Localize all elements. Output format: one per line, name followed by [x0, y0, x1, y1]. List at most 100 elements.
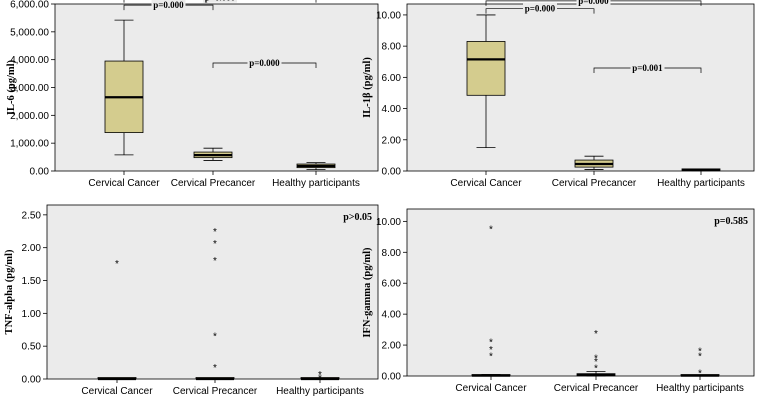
outlier-marker: *	[318, 373, 322, 384]
x-tick-label: Healthy participants	[272, 178, 360, 189]
bracket-label-bg	[203, 0, 237, 3]
outlier-marker: *	[698, 351, 702, 362]
box-2: *****	[195, 227, 235, 381]
outlier-marker: *	[489, 345, 493, 356]
chart-panel-4: 0.00 2.00 4.00 6.00 8.00 10.00 IFN-gamma (pg/m…	[362, 208, 755, 394]
box-1: *	[97, 259, 137, 381]
bracket-label-bg	[576, 0, 611, 6]
box-2	[574, 155, 614, 170]
outlier-marker: *	[213, 227, 217, 238]
box-2: ****	[576, 329, 616, 377]
y-axis-label: IL-1β (pg/ml)	[362, 57, 373, 118]
y-tick-label: 8.00	[382, 42, 402, 53]
p-value-label: p=0.000	[153, 0, 184, 10]
chart-panel-1: 0.00 1,000.00 2,000.00 3,000.00 4,000.00 5,00…	[6, 0, 379, 189]
y-tick-label: 1,000.00	[10, 139, 49, 150]
significance-bracket: p=0.000	[485, 2, 595, 14]
x-tick-label: Cervical Cancer	[81, 386, 153, 397]
outlier-marker: *	[489, 337, 493, 348]
plot-area	[46, 204, 379, 380]
y-tick-label: 0.00	[382, 372, 402, 383]
y-tick-label: 10.00	[376, 217, 401, 228]
x-tick-label: Cervical Cancer	[455, 383, 527, 394]
y-tick-label: 4.00	[382, 310, 402, 321]
outlier-marker: *	[698, 347, 702, 358]
y-tick-label: 2.00	[22, 243, 42, 254]
x-tick-label: Cervical Cancer	[88, 178, 160, 189]
x-tick-label: Cervical Cancer	[450, 178, 522, 189]
p-value-label: p=0.000	[249, 58, 280, 68]
box-2	[193, 147, 233, 161]
y-axis-label: IL-6 (pg/ml)	[6, 59, 17, 115]
outlier-marker: *	[213, 331, 217, 342]
x-tick-label: Healthy participants	[276, 386, 364, 397]
y-tick-label: 6,000.00	[10, 0, 49, 11]
box-3: **	[300, 370, 340, 384]
outlier-marker: *	[594, 329, 598, 340]
outlier-marker: *	[489, 351, 493, 362]
outlier-marker: *	[594, 364, 598, 375]
x-tick-label: Healthy participants	[657, 178, 745, 189]
x-tick-label: Healthy participants	[656, 383, 744, 394]
y-tick-label: 6.00	[382, 73, 402, 84]
outlier-marker: *	[213, 256, 217, 267]
p-value-corner: p=0.585	[714, 216, 748, 227]
plot-area	[406, 3, 755, 172]
significance-bracket: p=0.000	[123, 0, 214, 11]
x-tick-label: Cervical Precancer	[171, 178, 256, 189]
outlier-marker: *	[318, 370, 322, 381]
outlier-marker: *	[594, 357, 598, 368]
p-value-label: p=0.000	[578, 0, 609, 6]
y-tick-label: 6.00	[382, 279, 402, 290]
outlier-marker: *	[489, 225, 493, 236]
box-3	[681, 168, 721, 172]
box-iqr	[466, 41, 506, 96]
x-tick-label: Cervical Precancer	[554, 383, 639, 394]
significance-bracket: p=0.000	[485, 0, 702, 6]
y-tick-label: 1.00	[22, 309, 42, 320]
box-1	[466, 14, 506, 148]
y-tick-label: 4.00	[382, 104, 402, 115]
outlier-marker: *	[594, 354, 598, 365]
outlier-marker: *	[213, 363, 217, 374]
outlier-marker: *	[213, 239, 217, 250]
p-value-corner: p>0.05	[343, 212, 372, 223]
significance-bracket: p=0.000	[212, 57, 317, 69]
significance-bracket: p=0.001	[593, 61, 702, 73]
y-tick-label: 3,000.00	[10, 83, 49, 94]
y-tick-label: 8.00	[382, 248, 402, 259]
box-1: ****	[471, 225, 511, 377]
y-axis-label: IFN-gamma (pg/ml)	[362, 247, 373, 338]
y-tick-label: 4,000.00	[10, 55, 49, 66]
outlier-marker: *	[115, 259, 119, 270]
y-tick-label: 0.00	[382, 167, 402, 178]
y-tick-label: 1.50	[22, 276, 42, 287]
y-tick-label: 5,000.00	[10, 27, 49, 38]
chart-panel-2: 0.00 2.00 4.00 6.00 8.00 10.00 IL-1β (pg/ml) Ce…	[362, 0, 755, 189]
y-tick-label: 0.50	[22, 342, 42, 353]
y-axis-label: TNF-alpha (pg/ml)	[4, 249, 15, 334]
bracket-line	[123, 0, 317, 3]
p-value-label: p=0.000	[525, 4, 556, 14]
y-tick-label: 2.00	[382, 341, 402, 352]
y-tick-label: 0.00	[30, 167, 50, 178]
y-tick-label: 10.00	[376, 10, 401, 21]
y-tick-label: 2,000.00	[10, 111, 49, 122]
p-value-label: p=0.000	[205, 0, 236, 3]
bracket-label-bg	[523, 2, 557, 14]
box-3	[296, 162, 336, 171]
outlier-marker: *	[698, 368, 702, 379]
x-tick-label: Cervical Precancer	[552, 178, 637, 189]
box-1	[104, 19, 144, 156]
significance-bracket: p=0.000	[123, 0, 317, 3]
x-tick-label: Cervical Precancer	[173, 386, 258, 397]
y-tick-label: 2.00	[382, 135, 402, 146]
y-tick-label: 0.00	[22, 375, 42, 386]
bracket-label-bg	[630, 61, 665, 73]
bracket-label-bg	[247, 57, 282, 69]
bracket-label-bg	[151, 0, 186, 11]
p-value-label: p=0.001	[632, 63, 663, 73]
chart-panel-3: 0.00 0.50 1.00 1.50 2.00 2.50 TNF-alpha (pg/ml…	[4, 204, 379, 397]
box-3: ***	[680, 347, 720, 379]
